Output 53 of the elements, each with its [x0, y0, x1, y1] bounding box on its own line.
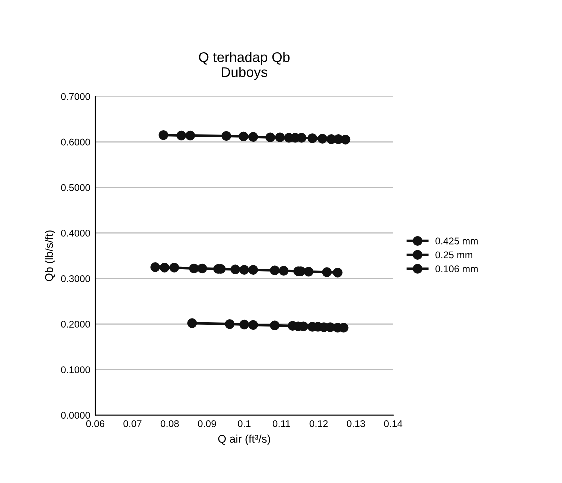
point — [248, 320, 258, 330]
y-axis-title: Qb (lb/s/ft) — [45, 230, 56, 282]
x-tick-label: 0.11 — [272, 420, 290, 428]
x-tick-label: 0.08 — [160, 420, 180, 428]
point — [238, 132, 249, 142]
x-tick-label: 0.06 — [86, 420, 105, 428]
point — [170, 262, 180, 273]
x-tick-label: 0.13 — [347, 420, 366, 428]
point — [333, 268, 343, 278]
point — [304, 267, 314, 277]
point — [230, 264, 240, 275]
chart-title: Q terhadap Qb Duboys — [199, 52, 290, 80]
point — [340, 135, 351, 145]
point — [198, 264, 208, 274]
x-tick-label: 0.09 — [198, 420, 216, 428]
point — [222, 131, 232, 142]
point — [322, 268, 332, 278]
point — [275, 132, 286, 142]
point — [160, 262, 170, 273]
y-tick-label: 0.3000 — [61, 275, 90, 282]
point — [150, 262, 160, 272]
y-tick-label: 0.0000 — [61, 412, 90, 419]
point — [240, 320, 250, 330]
y-tick-label: 0.6000 — [61, 138, 90, 146]
point — [248, 265, 258, 275]
legend-label: 0.25 mm — [436, 252, 473, 259]
y-tick-label: 0.5000 — [61, 184, 90, 192]
y-tick-label: 0.7000 — [61, 93, 90, 100]
point — [270, 266, 280, 276]
y-tick-label: 0.2000 — [61, 321, 90, 328]
point — [186, 130, 196, 141]
x-tick-label: 0.07 — [124, 420, 142, 428]
point — [339, 323, 349, 333]
x-tick-label: 0.1 — [238, 420, 251, 428]
x-tick-label: 0.14 — [384, 420, 403, 428]
legend-label: 0.106 mm — [436, 266, 478, 273]
point — [187, 318, 198, 328]
point — [248, 132, 258, 142]
x-axis-title: Q air (ft³/s) — [218, 434, 270, 446]
y-tick-label: 0.4000 — [61, 230, 90, 237]
x-tick-label: 0.12 — [310, 420, 328, 428]
point — [158, 130, 169, 140]
point — [279, 266, 289, 276]
point — [270, 320, 280, 331]
point — [318, 134, 328, 144]
point — [240, 265, 250, 275]
point — [176, 130, 186, 141]
point — [225, 319, 235, 330]
point — [308, 134, 318, 144]
y-tick-label: 0.1000 — [61, 366, 90, 374]
legend-label: 0.425 mm — [436, 238, 478, 245]
point — [189, 264, 200, 274]
point — [266, 132, 276, 142]
